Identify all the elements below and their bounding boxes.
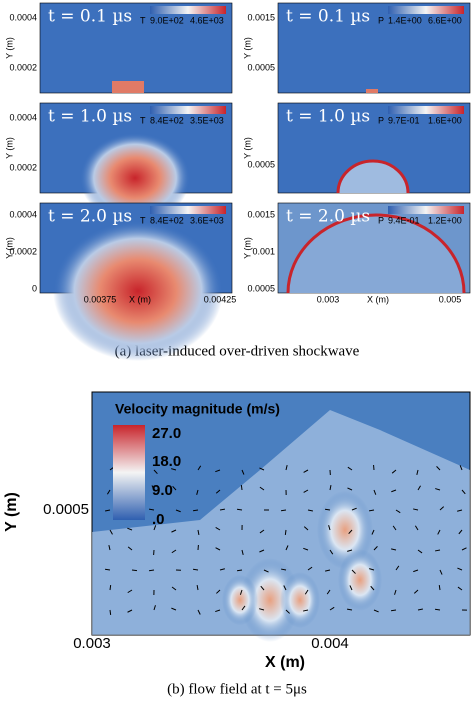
color-bar bbox=[150, 206, 226, 214]
y-tick-label: 0 bbox=[32, 283, 37, 293]
x-axis-label: X (m) bbox=[265, 654, 305, 671]
legend-var: P bbox=[378, 15, 384, 25]
velocity-arrow bbox=[241, 485, 242, 490]
x-tick-label: 0.00425 bbox=[204, 294, 237, 304]
legend-var: P bbox=[378, 115, 384, 125]
y-axis-label: Y (m) bbox=[4, 37, 14, 59]
legend-max: 1.2E+00 bbox=[428, 215, 462, 225]
hot-region bbox=[53, 221, 223, 361]
velocity-blob bbox=[222, 575, 258, 625]
legend-label: 27.0 bbox=[152, 425, 181, 442]
y-tick-label: 0.0005 bbox=[247, 159, 275, 169]
time-label: t = 1.0 µs bbox=[48, 107, 132, 127]
y-tick-label: 0.0004 bbox=[9, 209, 37, 219]
legend-max: 1.6E+00 bbox=[428, 115, 462, 125]
y-tick-label: 0.0015 bbox=[247, 209, 275, 219]
legend-label: 9.0 bbox=[152, 482, 173, 499]
legend-label: .0 bbox=[152, 511, 165, 528]
y-tick-label: 0.001 bbox=[252, 246, 275, 256]
velocity-arrow bbox=[149, 570, 154, 571]
y-axis-label: Y (m) bbox=[242, 137, 252, 159]
legend-label: 18.0 bbox=[152, 453, 181, 470]
time-label: t = 2.0 µs bbox=[48, 207, 132, 227]
y-axis-label: Y (m) bbox=[4, 237, 14, 259]
time-label: t = 0.1 µs bbox=[48, 7, 132, 27]
y-tick-label: 0.0004 bbox=[9, 112, 37, 122]
y-tick-label: 0.0005 bbox=[247, 283, 275, 293]
color-bar bbox=[388, 6, 464, 14]
legend-max: 4.6E+03 bbox=[190, 15, 224, 25]
caption-b: (b) flow field at t = 5μs bbox=[167, 681, 307, 697]
color-bar bbox=[388, 106, 464, 114]
y-axis-label: Y (m) bbox=[242, 37, 252, 59]
velocity-arrow bbox=[110, 610, 111, 615]
legend-var: P bbox=[378, 215, 384, 225]
legend-title: Velocity magnitude (m/s) bbox=[115, 401, 280, 417]
color-bar bbox=[150, 106, 226, 114]
y-tick-label: 0.0005 bbox=[247, 62, 275, 72]
y-axis-label: Y (m) bbox=[242, 237, 252, 259]
color-bar bbox=[388, 206, 464, 214]
legend-var: T bbox=[140, 215, 146, 225]
y-tick-label: 0.0005 bbox=[43, 501, 89, 518]
velocity-arrow bbox=[237, 509, 242, 510]
x-tick-label: 0.003 bbox=[73, 635, 111, 652]
velocity-arrow bbox=[110, 585, 111, 590]
legend-var: T bbox=[140, 15, 146, 25]
x-axis-label: X (m) bbox=[129, 294, 151, 304]
legend-min: 9.7E-01 bbox=[388, 115, 420, 125]
legend-max: 3.5E+03 bbox=[190, 115, 224, 125]
legend-min: 9.0E+02 bbox=[150, 15, 184, 25]
legend-min: 8.4E+02 bbox=[150, 115, 184, 125]
y-tick-label: 0.0015 bbox=[247, 12, 275, 22]
x-tick-label: 0.005 bbox=[439, 294, 462, 304]
legend-var: T bbox=[140, 115, 146, 125]
shock-region bbox=[366, 89, 378, 93]
y-axis-label: Y (m) bbox=[4, 137, 14, 159]
y-tick-label: 0.0004 bbox=[9, 12, 37, 22]
x-axis-label: X (m) bbox=[367, 294, 389, 304]
legend-color-bar bbox=[113, 425, 145, 520]
y-tick-label: 0.0002 bbox=[9, 62, 37, 72]
legend-max: 3.6E+03 bbox=[190, 215, 224, 225]
y-axis-label: Y (m) bbox=[3, 492, 20, 532]
velocity-blob bbox=[338, 549, 382, 611]
x-tick-label: 0.003 bbox=[317, 294, 340, 304]
legend-min: 1.4E+00 bbox=[388, 15, 422, 25]
velocity-arrow bbox=[285, 530, 286, 535]
velocity-blob bbox=[280, 572, 320, 628]
time-label: t = 0.1 µs bbox=[286, 7, 370, 27]
legend-max: 6.6E+00 bbox=[428, 15, 462, 25]
time-label: t = 2.0 µs bbox=[286, 207, 370, 227]
x-tick-label: 0.004 bbox=[311, 635, 349, 652]
velocity-arrow bbox=[281, 510, 286, 511]
velocity-arrow bbox=[435, 609, 440, 610]
velocity-arrow bbox=[132, 570, 137, 571]
time-label: t = 1.0 µs bbox=[286, 107, 370, 127]
x-tick-label: 0.00375 bbox=[84, 294, 117, 304]
y-tick-label: 0.0002 bbox=[9, 162, 37, 172]
color-bar bbox=[150, 6, 226, 14]
legend-min: 9.4E-01 bbox=[388, 215, 420, 225]
legend-min: 8.4E+02 bbox=[150, 215, 184, 225]
hot-region bbox=[112, 81, 144, 93]
